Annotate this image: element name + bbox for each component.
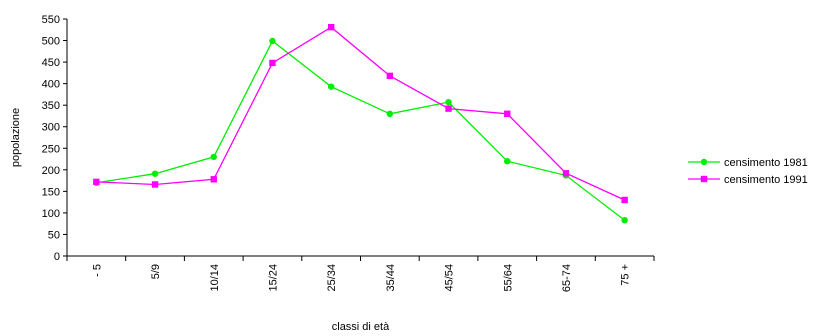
y-tick-label: 350: [42, 100, 60, 112]
y-tick-label: 400: [42, 79, 60, 91]
data-point: [562, 170, 570, 177]
data-point: [504, 110, 511, 117]
legend-label: censimento 1981: [724, 157, 808, 169]
x-tick-label: - 5: [91, 264, 103, 277]
legend-label: censimento 1991: [724, 174, 808, 186]
x-tick-label: 25/34: [326, 264, 338, 292]
y-tick-label: 200: [42, 165, 60, 177]
series-line: [96, 26, 625, 201]
x-axis-title: classi di età: [332, 321, 390, 333]
data-point: [386, 110, 394, 118]
legend-marker: [700, 175, 708, 183]
x-axis: - 5 5/9 10/14 15/24 25/34 35/44 45/54 55/64 65-7…: [66, 255, 655, 292]
series-layer: [93, 23, 628, 224]
y-tick-label: 100: [42, 208, 60, 220]
x-tick-label: 55/64: [502, 264, 514, 292]
data-point: [269, 37, 276, 45]
data-point: [327, 83, 335, 90]
series-line: [96, 39, 626, 221]
data-point: [386, 72, 394, 80]
legend: censimento 1981 censimento 1991: [688, 157, 808, 186]
y-axis-title: popolazione: [10, 108, 22, 167]
data-point: [445, 98, 452, 106]
data-point: [327, 23, 335, 31]
y-tick-label: 500: [42, 36, 60, 48]
data-point: [151, 170, 159, 177]
y-tick-label: 150: [42, 186, 60, 198]
x-tick-label: 5/9: [150, 264, 162, 279]
x-tick-label: 65-74: [561, 264, 573, 292]
data-point: [269, 59, 276, 67]
data-point: [210, 176, 217, 183]
y-tick-label: 450: [42, 57, 60, 69]
y-tick-label: 250: [42, 143, 60, 155]
x-tick-label: 45/54: [444, 264, 456, 292]
x-tick-label: 10/14: [209, 264, 221, 292]
y-tick-label: 0: [54, 251, 60, 263]
data-point: [445, 105, 452, 112]
y-tick-label: 550: [42, 14, 60, 26]
data-point: [151, 181, 159, 188]
data-point: [93, 178, 100, 186]
y-tick-label: 300: [42, 122, 60, 134]
legend-marker: [700, 158, 708, 166]
y-tick-label: 50: [48, 229, 60, 241]
data-point: [621, 217, 628, 224]
x-tick-label: 35/44: [385, 264, 397, 292]
x-tick-label: 15/24: [267, 264, 279, 292]
data-point: [504, 158, 511, 165]
y-axis: 0 50 100 150 200 250 300 350 400 450 500 550: [42, 14, 68, 263]
data-point: [621, 196, 628, 204]
data-point: [210, 153, 217, 161]
x-tick-label: 75 +: [620, 264, 632, 286]
